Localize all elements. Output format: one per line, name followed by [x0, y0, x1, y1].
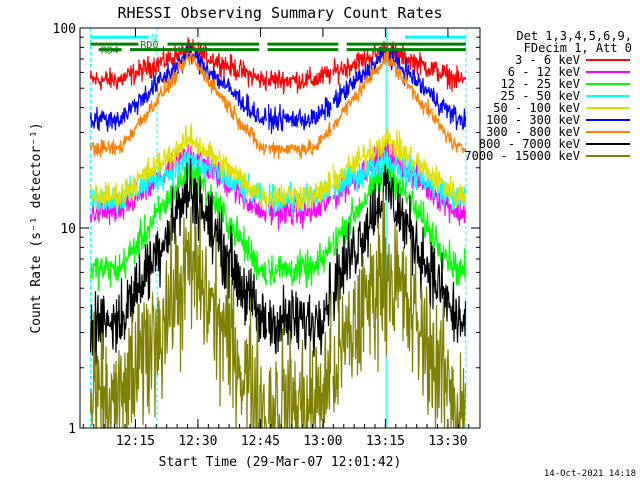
- y-axis-label: Count Rate (s⁻¹ detector⁻¹): [29, 122, 44, 333]
- axes: 12:15 12:30 12:45 13:00 13:15 13:30 100 10 1: [53, 22, 481, 449]
- legend-label-6: 300 - 800 keV: [486, 125, 580, 139]
- x-tick-label-5: 13:30: [428, 434, 467, 449]
- legend-header-line-2: FDecim 1, Att 0: [524, 41, 632, 55]
- series-line-2: [89, 154, 467, 291]
- flag-label-n: N: [151, 33, 157, 44]
- legend-header-line-1: Det 1,3,4,5,6,9,: [516, 29, 632, 43]
- series-line-4: [89, 123, 467, 213]
- legend-label-8: 7000 - 15000 keV: [464, 149, 580, 163]
- legend-label-5: 100 - 300 keV: [486, 113, 580, 127]
- series-line-7: [89, 158, 467, 365]
- legend-label-4: 50 - 100 keV: [493, 101, 580, 115]
- x-tick-label-2: 12:45: [241, 434, 280, 449]
- x-tick-label-1: 12:30: [178, 434, 217, 449]
- x-axis-label: Start Time (29-Mar-07 12:01:42): [159, 455, 402, 470]
- flag-label-rd4: RD4: [101, 46, 119, 57]
- legend-label-3: 25 - 50 keV: [501, 89, 580, 103]
- legend-label-1: 6 - 12 keV: [508, 65, 580, 79]
- legend-label-2: 12 - 25 keV: [501, 77, 580, 91]
- x-tick-label-4: 13:15: [366, 434, 405, 449]
- legend-label-7: 800 - 7000 keV: [479, 137, 580, 151]
- y-tick-label-2: 1: [68, 422, 76, 437]
- footer-timestamp: 14-Oct-2021 14:18: [544, 469, 636, 479]
- chart-title: RHESSI Observing Summary Count Rates: [117, 4, 442, 22]
- legend: Det 1,3,4,5,6,9, FDecim 1, Att 0 3 - 6 k…: [464, 29, 632, 163]
- x-tick-label-0: 12:15: [116, 434, 155, 449]
- y-tick-label-0: 100: [53, 22, 76, 37]
- flag-label-rd0: RD0: [140, 40, 158, 51]
- series-line-5: [89, 43, 467, 134]
- y-tick-label-1: 10: [60, 222, 76, 237]
- legend-label-0: 3 - 6 keV: [515, 53, 580, 67]
- series-line-6: [89, 46, 467, 160]
- x-tick-label-3: 13:00: [303, 434, 342, 449]
